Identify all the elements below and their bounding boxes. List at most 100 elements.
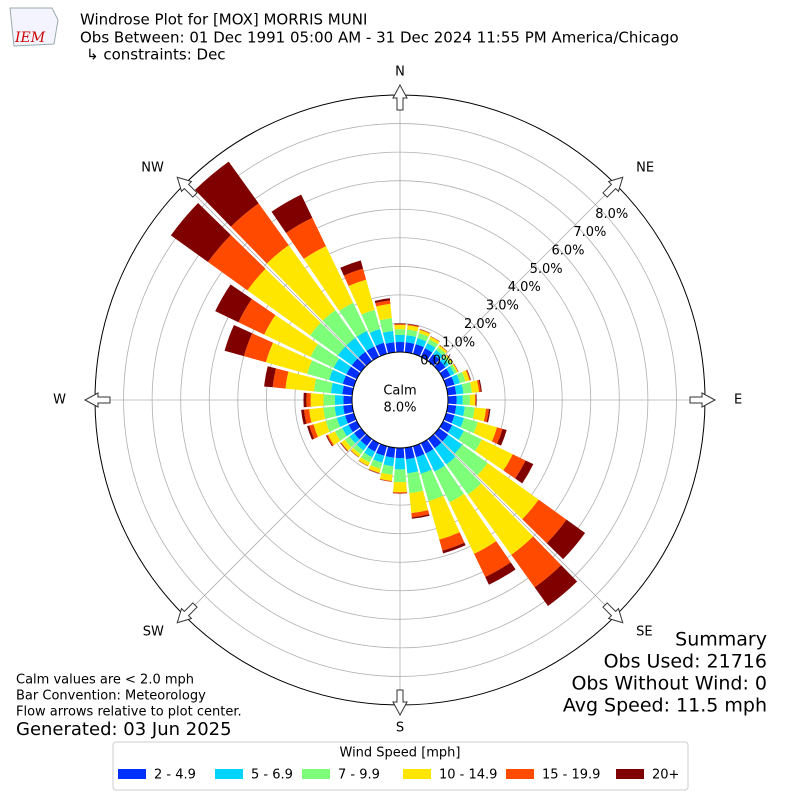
bar-segment: [334, 405, 345, 417]
compass-arrow: [392, 83, 408, 111]
grid-ring: [294, 294, 506, 506]
bar-segment: [313, 420, 330, 438]
bar-segment: [349, 433, 360, 444]
bar-segment: [461, 382, 472, 394]
bar-segment: [271, 194, 313, 233]
bar-segment: [406, 329, 418, 337]
grid-line: [433, 184, 616, 367]
bar-segment: [350, 450, 359, 458]
bar-segment: [453, 363, 459, 373]
bar-segment: [379, 478, 392, 482]
bar-segment: [425, 449, 445, 472]
bar-segment: [303, 409, 312, 424]
bar-segment: [452, 363, 459, 373]
bar-segment: [264, 315, 318, 357]
bar-segment: [428, 434, 442, 449]
bar-segment: [346, 337, 366, 358]
bar-segment: [272, 368, 289, 389]
bar-segment: [285, 371, 317, 392]
compass-arrow: [602, 602, 624, 624]
x-tick-label: NW: [141, 161, 164, 176]
bar-segment: [325, 417, 341, 432]
x-tick-label: NE: [636, 161, 654, 176]
logo: IEM: [9, 7, 59, 47]
bar-segment: [383, 456, 395, 467]
summary: Summary: [675, 629, 767, 651]
summary: Avg Speed: 11.5 mph: [563, 695, 767, 717]
bar-segment: [310, 343, 340, 369]
bar-segment: [337, 346, 358, 366]
bar-segment: [334, 427, 347, 441]
bar-segment: [394, 323, 406, 325]
bar-segment: [303, 246, 354, 311]
bar-segment: [415, 338, 427, 348]
bar-segment: [468, 483, 534, 555]
bar-segment: [407, 325, 419, 332]
legend-swatch: [616, 769, 644, 779]
x-tick-label: N: [395, 65, 405, 80]
bar-segment: [394, 324, 406, 330]
bar-segment: [475, 394, 477, 406]
bar-segment: [456, 372, 466, 384]
bar-segment: [473, 421, 498, 442]
bar-segment: [436, 347, 446, 356]
bar-segment: [194, 161, 259, 227]
bar-segment: [477, 463, 539, 520]
bar-segment: [443, 376, 455, 388]
bar-segment: [361, 309, 381, 333]
bar-segment: [330, 382, 344, 395]
x-tick-label: SE: [636, 624, 652, 639]
logo-text: IEM: [14, 30, 46, 46]
bar-segment: [379, 318, 394, 333]
bar-segment: [449, 493, 497, 554]
bar-segment: [439, 532, 465, 551]
bar-segment: [458, 430, 482, 452]
bar-segment: [454, 384, 464, 395]
bar-segment: [454, 444, 488, 476]
legend-label: 15 - 19.9: [542, 768, 600, 783]
bar-segment: [230, 203, 289, 264]
bar-segment: [394, 329, 406, 336]
logo-shape: [9, 7, 59, 47]
bar-segment: [376, 443, 388, 456]
calm-label: Calm: [383, 384, 416, 399]
bar-segment: [407, 471, 424, 494]
bar-segment: [358, 460, 369, 467]
subtitle: Obs Between: 01 Dec 1991 05:00 AM - 31 D…: [80, 29, 679, 47]
bar-segment: [442, 542, 466, 554]
bar-segment: [340, 442, 348, 452]
bar-segment: [348, 279, 375, 315]
bar-segment: [264, 366, 277, 388]
bar-segment: [475, 439, 513, 471]
bar-segment: [419, 329, 431, 334]
bar-segment: [344, 412, 357, 424]
bar-segment: [412, 443, 425, 458]
bar-segment: [446, 354, 453, 363]
bar-segment: [418, 329, 430, 337]
y-tick-label: 7.0%: [573, 225, 606, 240]
bar-segment: [443, 412, 455, 424]
bar-segment: [379, 472, 393, 482]
bar-segment: [394, 324, 406, 326]
bar-segment: [307, 425, 315, 440]
bar-segment: [342, 385, 354, 396]
bar-segment: [429, 336, 440, 345]
bar-segment: [306, 392, 311, 408]
bar-segment: [434, 428, 449, 442]
bar-segment: [434, 465, 465, 503]
x-tick-label: W: [53, 393, 66, 408]
bar-segment: [265, 342, 313, 374]
generated: Generated: 03 Jun 2025: [16, 719, 232, 740]
bar-segment: [342, 424, 353, 437]
legend-label: 20+: [652, 768, 679, 783]
bar-segment: [307, 360, 333, 381]
bar-segment: [350, 448, 361, 458]
bar-segment: [370, 459, 383, 469]
bar-segment: [407, 324, 419, 328]
bar-segment: [411, 510, 430, 518]
bar-segment: [463, 406, 475, 419]
bar-segment: [405, 457, 419, 474]
legend-label: 5 - 6.9: [251, 768, 293, 783]
bar-segment: [462, 394, 470, 406]
bar-segment: [446, 366, 455, 376]
